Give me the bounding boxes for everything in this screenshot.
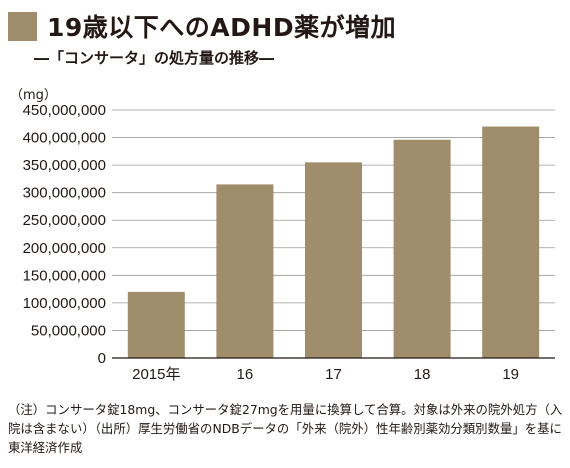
chart-header: 19歳以下へのADHD薬が増加 xyxy=(8,6,396,46)
x-tick-label: 19 xyxy=(502,366,519,383)
y-tick-label: 350,000,000 xyxy=(23,157,106,174)
bar xyxy=(482,126,540,359)
y-tick-label: 50,000,000 xyxy=(31,322,106,339)
chart-title: 19歳以下へのADHD薬が増加 xyxy=(47,13,397,42)
bar-chart: 0 50,000,000 100,000,000 150,000,000 200,000… xyxy=(23,102,555,383)
y-tick-label: 400,000,000 xyxy=(23,130,106,147)
title-marker-square xyxy=(8,11,37,41)
y-axis-unit-label: （mg） xyxy=(10,88,57,103)
y-tick-label: 200,000,000 xyxy=(23,240,106,257)
y-tick-label: 250,000,000 xyxy=(23,212,106,229)
chart-subtitle: ―「コンサータ」の処方量の推移― xyxy=(34,49,275,67)
bar xyxy=(393,139,451,358)
x-tick-label: 17 xyxy=(325,366,342,383)
x-tick-label: 2015年 xyxy=(132,366,180,383)
y-tick-label: 450,000,000 xyxy=(23,102,106,119)
x-tick-label: 16 xyxy=(237,366,254,383)
bar xyxy=(305,162,362,358)
y-tick-label: 150,000,000 xyxy=(23,267,106,284)
y-tick-label: 0 xyxy=(98,350,106,367)
chart-footnote: （注）コンサータ錠18mg、コンサータ錠27mgを用量に換算して合算。対象は外来… xyxy=(8,400,563,457)
footnote-text: （注）コンサータ錠18mg、コンサータ錠27mgを用量に換算して合算。対象は外来… xyxy=(8,402,563,455)
bar xyxy=(216,184,274,358)
y-tick-label: 300,000,000 xyxy=(23,185,106,202)
y-tick-label: 100,000,000 xyxy=(23,295,106,312)
bar xyxy=(127,291,185,358)
x-tick-label: 18 xyxy=(414,366,431,383)
